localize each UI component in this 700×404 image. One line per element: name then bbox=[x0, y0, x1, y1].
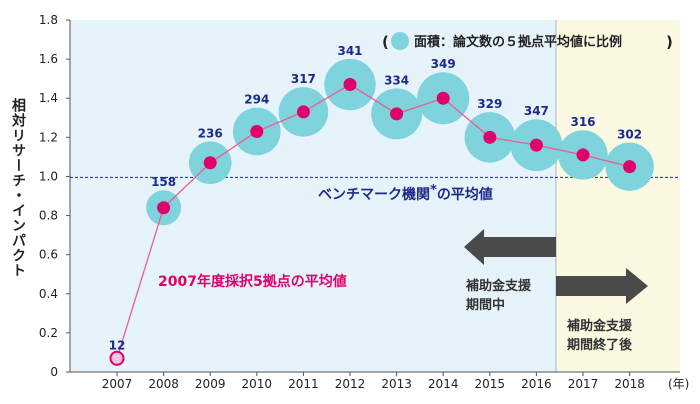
y-tick-label: 0.4 bbox=[39, 287, 58, 301]
svg-text:ベンチマーク機関*の平均値: ベンチマーク機関*の平均値 bbox=[318, 183, 493, 203]
benchmark-label: ベンチマーク機関*の平均値 bbox=[318, 183, 493, 203]
y-tick-label: 0.6 bbox=[39, 248, 58, 262]
point-2007 bbox=[109, 350, 125, 366]
x-tick-label: 2007 bbox=[102, 377, 133, 391]
point-group bbox=[109, 78, 637, 366]
after-period-label-line2: 期間終了後 bbox=[567, 337, 633, 353]
x-tick-label: 2008 bbox=[148, 377, 179, 391]
legend-bubble-icon bbox=[391, 32, 409, 50]
y-tick-label: 1.8 bbox=[39, 13, 58, 27]
paper-count-label: 347 bbox=[524, 104, 549, 118]
arrow-left-icon bbox=[464, 229, 556, 265]
point-2011 bbox=[296, 105, 310, 119]
point-2009 bbox=[203, 156, 217, 170]
legend-text: 面積：論文数の５拠点平均値に比例 bbox=[414, 34, 622, 50]
benchmark-label-suffix: の平均値 bbox=[437, 186, 493, 203]
x-tick-label: 2013 bbox=[381, 377, 412, 391]
x-tick-label: 2018 bbox=[614, 377, 645, 391]
series-line bbox=[116, 83, 630, 359]
y-tick-label: 0.2 bbox=[39, 326, 58, 340]
paper-count-label: 236 bbox=[198, 126, 223, 140]
paper-count-label: 158 bbox=[151, 175, 176, 189]
y-tick-label: 1.6 bbox=[39, 52, 58, 66]
point-2010 bbox=[250, 124, 264, 138]
paper-count-label: 341 bbox=[337, 44, 362, 58]
legend-close-paren: ) bbox=[666, 33, 673, 51]
benchmark-label-text: ベンチマーク機関 bbox=[318, 186, 430, 203]
point-2014 bbox=[436, 91, 450, 105]
x-tick-label: 2015 bbox=[475, 377, 506, 391]
x-tick-label: 2016 bbox=[521, 377, 552, 391]
y-tick-label: 0.8 bbox=[39, 209, 58, 223]
arrow-right-icon bbox=[556, 268, 648, 304]
paper-count-label: 316 bbox=[570, 115, 595, 129]
x-tick-label: 2009 bbox=[195, 377, 226, 391]
x-tick-label: 2017 bbox=[568, 377, 599, 391]
point-2017 bbox=[576, 148, 590, 162]
point-2012 bbox=[343, 78, 357, 92]
y-tick-group: 0 0.2 0.4 0.6 0.8 1.0 1.2 1.4 1.6 1.8 bbox=[39, 13, 70, 379]
paper-count-label: 317 bbox=[291, 72, 316, 86]
series-label: 2007年度採択5拠点の平均値 bbox=[158, 273, 347, 290]
y-tick-label: 0 bbox=[50, 365, 58, 379]
benchmark-asterisk: * bbox=[430, 183, 437, 198]
point-2015 bbox=[483, 130, 497, 144]
y-tick-label: 1.2 bbox=[39, 130, 58, 144]
point-2008 bbox=[157, 201, 171, 215]
x-unit-label: (年) bbox=[668, 377, 689, 391]
paper-count-label: 294 bbox=[244, 93, 269, 107]
point-2016 bbox=[529, 138, 543, 152]
paper-count-label: 349 bbox=[431, 57, 456, 71]
legend: ( 面積：論文数の５拠点平均値に比例 ) bbox=[382, 32, 673, 51]
y-axis-label: 相対リサーチ・インパクト bbox=[10, 98, 26, 278]
after-period-label-line1: 補助金支援 bbox=[566, 318, 633, 334]
paper-count-group: 12 158 236 294 317 341 334 349 329 347 316 302 bbox=[109, 44, 642, 353]
paper-count-label: 334 bbox=[384, 73, 409, 87]
during-period-label-line2: 期間中 bbox=[466, 297, 505, 313]
legend-open-paren: ( bbox=[382, 33, 389, 51]
point-2018 bbox=[623, 160, 637, 174]
y-tick-label: 1.4 bbox=[39, 91, 58, 105]
x-tick-label: 2011 bbox=[288, 377, 319, 391]
x-tick-group: 2007 2008 2009 2010 2011 2012 2013 2014 2015 2016… bbox=[102, 372, 645, 391]
during-period-label-line1: 補助金支援 bbox=[465, 278, 532, 294]
x-tick-label: 2010 bbox=[242, 377, 273, 391]
x-tick-label: 2014 bbox=[428, 377, 459, 391]
point-2013 bbox=[390, 107, 404, 121]
paper-count-label: 302 bbox=[617, 127, 642, 141]
x-tick-label: 2012 bbox=[335, 377, 366, 391]
y-tick-label: 1.0 bbox=[39, 169, 58, 183]
after-period-region bbox=[556, 20, 680, 372]
paper-count-label: 12 bbox=[109, 338, 126, 352]
paper-count-label: 329 bbox=[477, 97, 502, 111]
